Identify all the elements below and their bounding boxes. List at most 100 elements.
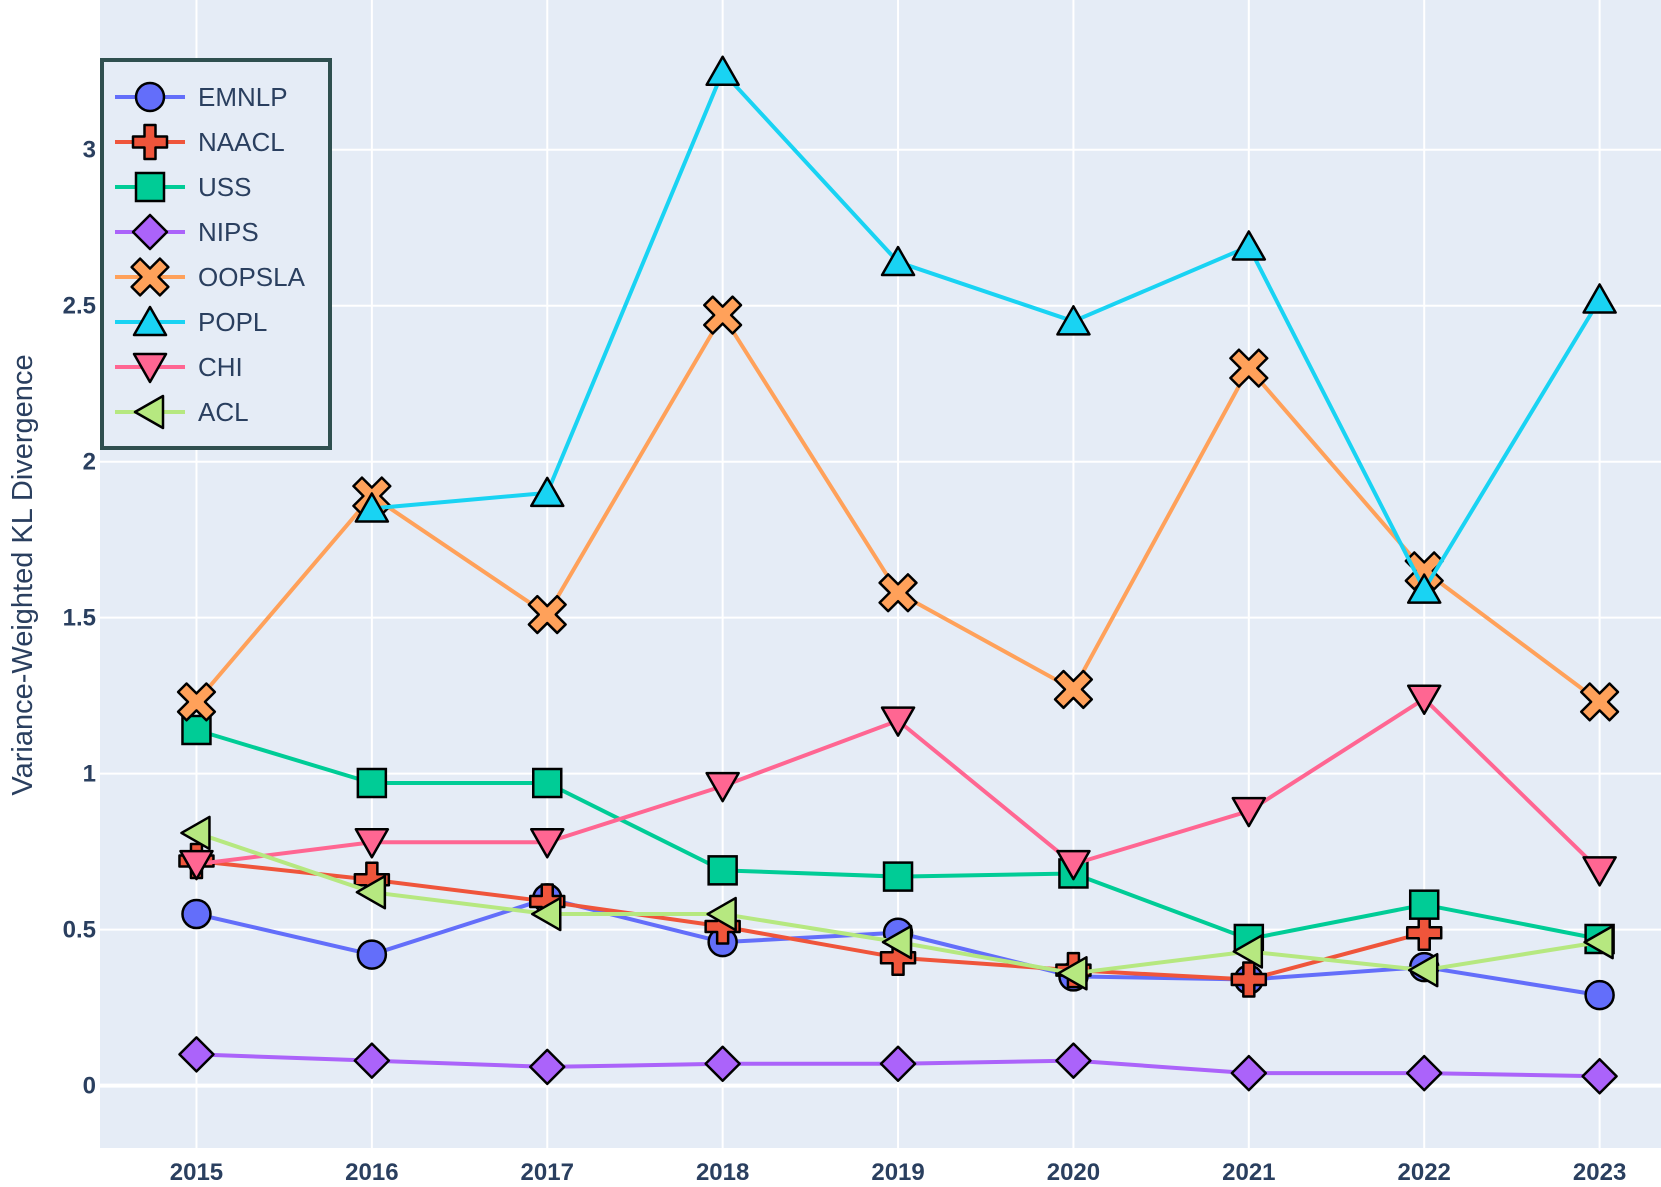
legend-item-oopsla[interactable]: OOPSLA (115, 257, 306, 297)
series-acl (180, 815, 1614, 991)
data-point-marker (1579, 682, 1620, 722)
data-point-marker (1405, 1054, 1443, 1092)
legend-marker-icon (133, 394, 165, 430)
x-tick-label: 2021 (1222, 1159, 1275, 1186)
data-point-marker (356, 767, 388, 799)
legend-box (100, 58, 332, 450)
data-point-marker (1581, 1058, 1618, 1095)
y-tick-label: 0.5 (63, 917, 96, 944)
x-tick-label: 2018 (696, 1159, 749, 1186)
data-point-marker (530, 476, 565, 508)
data-point-marker (527, 594, 567, 635)
legend-marker-icon (131, 123, 169, 161)
x-tick-label: 2022 (1398, 1159, 1451, 1186)
data-point-marker (1055, 1042, 1092, 1079)
legend-marker-icon (132, 305, 168, 337)
data-point-marker (1056, 849, 1091, 881)
series-naacl (178, 842, 1443, 998)
data-point-marker (704, 1045, 741, 1083)
series-line (196, 859, 1425, 982)
data-point-marker (881, 924, 913, 960)
y-tick-labels: 0 0.5 1 1.5 2 2.5 3 (63, 137, 96, 1100)
data-point-marker (532, 767, 563, 799)
legend-marker-icon (134, 171, 166, 203)
data-point-marker (354, 492, 390, 523)
data-point-marker (1053, 669, 1094, 710)
series-nips (178, 1036, 1618, 1095)
legend-item-popl[interactable]: POPL (115, 305, 267, 337)
data-point-marker (181, 898, 212, 930)
data-point-marker (1232, 934, 1264, 969)
data-point-marker (703, 295, 743, 335)
legend-label: NIPS (198, 217, 259, 247)
legend-item-naacl[interactable]: NAACL (115, 123, 285, 161)
data-point-marker (180, 815, 211, 851)
data-point-marker (1406, 684, 1442, 716)
x-tick-label: 2016 (345, 1159, 398, 1186)
legend-item-acl[interactable]: ACL (115, 394, 249, 430)
data-point-marker (706, 896, 737, 932)
data-point-marker (1582, 283, 1617, 314)
series-layer (176, 55, 1620, 1095)
x-tick-label: 2015 (170, 1159, 223, 1186)
legend-label: NAACL (198, 127, 285, 157)
data-point-marker (531, 896, 562, 932)
legend-label: POPL (198, 307, 267, 337)
x-tick-label: 2019 (871, 1159, 924, 1186)
data-point-marker (1231, 230, 1267, 261)
data-point-marker (1056, 305, 1091, 336)
data-point-marker (1229, 348, 1269, 388)
data-point-marker (880, 245, 916, 277)
legend-item-nips[interactable]: NIPS (115, 213, 259, 251)
data-point-marker (705, 771, 740, 803)
data-point-marker (1405, 914, 1443, 951)
legend-item-emnlp[interactable]: EMNLP (115, 81, 288, 113)
data-point-marker (879, 1045, 917, 1083)
x-tick-label: 2020 (1047, 1159, 1100, 1186)
data-point-marker (1584, 979, 1615, 1011)
data-point-marker (882, 861, 914, 892)
data-point-marker (1230, 1054, 1268, 1092)
data-point-marker (355, 874, 387, 910)
legend-marker-icon (134, 81, 166, 113)
data-point-marker (705, 55, 740, 86)
x-tick-label: 2017 (521, 1159, 574, 1186)
legend-marker-icon (132, 352, 168, 384)
data-point-marker (1057, 956, 1088, 991)
legend-item-chi[interactable]: CHI (115, 352, 243, 384)
legend-marker-icon (131, 213, 169, 251)
data-point-marker (1231, 796, 1267, 828)
data-point-marker (878, 573, 918, 613)
y-axis-title: Variance-Weighted KL Divergence (7, 354, 39, 795)
legend[interactable]: EMNLP NAACL USS NIPS OOPSLA POPL CHI ACL (100, 58, 332, 450)
data-point-marker (707, 855, 738, 886)
series-popl (354, 55, 1617, 604)
series-chi (179, 684, 1617, 887)
data-point-marker (1407, 952, 1439, 988)
y-tick-label: 3 (83, 137, 96, 164)
data-point-marker (1583, 924, 1614, 960)
legend-label: EMNLP (198, 82, 288, 112)
data-point-marker (176, 682, 217, 722)
legend-label: ACL (198, 397, 249, 427)
data-point-marker (529, 1048, 566, 1086)
data-point-marker (1230, 961, 1268, 998)
y-tick-label: 2 (83, 449, 96, 476)
series-line (371, 69, 1602, 592)
series-oopsla (176, 295, 1620, 722)
legend-item-uss[interactable]: USS (115, 171, 251, 203)
data-point-marker (356, 939, 388, 970)
y-tick-label: 1 (83, 761, 96, 788)
y-tick-label: 1.5 (63, 605, 96, 632)
legend-label: OOPSLA (198, 262, 306, 292)
data-point-marker (179, 849, 214, 881)
data-point-marker (1406, 573, 1442, 604)
data-point-marker (1408, 889, 1440, 920)
x-tick-label: 2023 (1573, 1159, 1626, 1186)
data-point-marker (880, 706, 916, 737)
legend-marker-icon (130, 257, 170, 297)
x-tick-labels: 2015 2016 2017 2018 2019 2020 2021 2022 2023 (170, 1159, 1627, 1186)
legend-label: CHI (198, 352, 243, 382)
y-tick-label: 2.5 (63, 293, 96, 320)
